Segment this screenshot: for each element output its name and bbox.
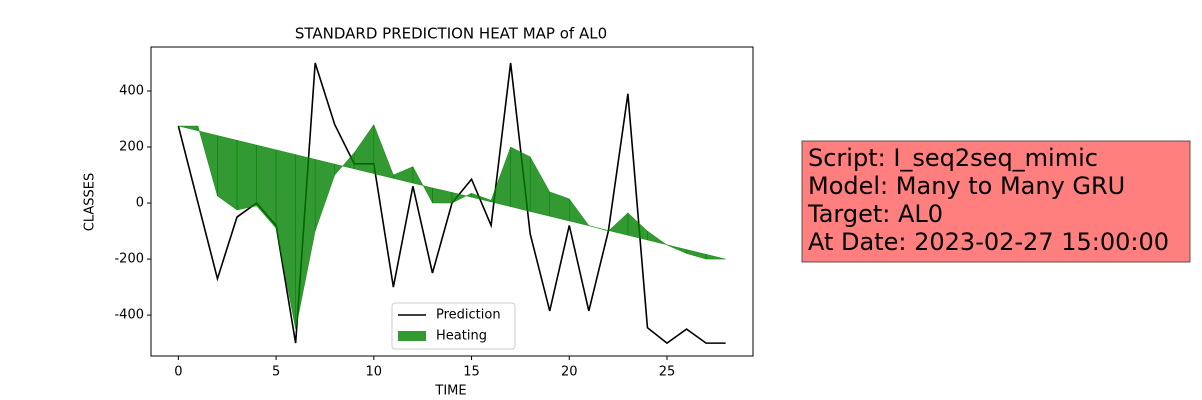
info-line: Script: I_seq2seq_mimic	[808, 144, 1098, 172]
y-axis-label: CLASSES	[83, 173, 98, 231]
heating-area	[608, 212, 629, 236]
x-tick-label: 10	[366, 365, 383, 380]
heating-area	[686, 249, 707, 260]
heating-area	[510, 146, 531, 212]
heating-area	[295, 154, 316, 330]
heating-area	[569, 198, 590, 227]
x-tick-label: 0	[174, 365, 182, 380]
plot-frame	[150, 46, 754, 357]
x-tick-label: 5	[272, 365, 280, 380]
heating-area	[490, 146, 511, 208]
heating-area	[588, 225, 609, 232]
x-tick-label: 20	[561, 365, 578, 380]
heating-area	[647, 230, 668, 246]
legend-swatch	[398, 331, 426, 341]
heating-area	[256, 144, 277, 229]
heating-area	[178, 125, 199, 132]
chart-title: STANDARD PREDICTION HEAT MAP of AL0	[295, 25, 607, 43]
heating-area	[197, 125, 218, 197]
heating-area	[451, 192, 472, 204]
heating-area	[334, 151, 355, 176]
info-line: Target: AL0	[807, 200, 943, 228]
heating-area	[666, 244, 687, 254]
y-tick-label: 400	[119, 83, 144, 98]
heating-area	[393, 166, 414, 184]
x-tick-label: 15	[463, 365, 480, 380]
heating-area	[529, 155, 550, 217]
info-box	[801, 140, 1191, 263]
x-axis-label: TIME	[434, 384, 466, 399]
heating-area	[314, 159, 335, 232]
x-tick-label: 25	[659, 365, 676, 380]
heating-area	[236, 139, 257, 211]
heating-area	[373, 124, 394, 179]
info-line: At Date: 2023-02-27 15:00:00	[808, 228, 1169, 256]
heating-area	[549, 191, 570, 222]
heating-area	[432, 187, 453, 204]
y-tick-label: 200	[119, 140, 144, 155]
heating-area	[354, 123, 375, 174]
legend-label: Prediction	[436, 308, 501, 323]
legend-label: Heating	[436, 329, 487, 344]
info-line: Model: Many to Many GRU	[808, 172, 1125, 200]
heating-area	[705, 253, 726, 260]
heating-area	[217, 135, 238, 211]
heating-area	[275, 149, 296, 330]
y-tick-label: 0	[136, 196, 144, 211]
y-tick-label: -200	[114, 252, 144, 267]
y-tick-label: -400	[114, 308, 144, 323]
